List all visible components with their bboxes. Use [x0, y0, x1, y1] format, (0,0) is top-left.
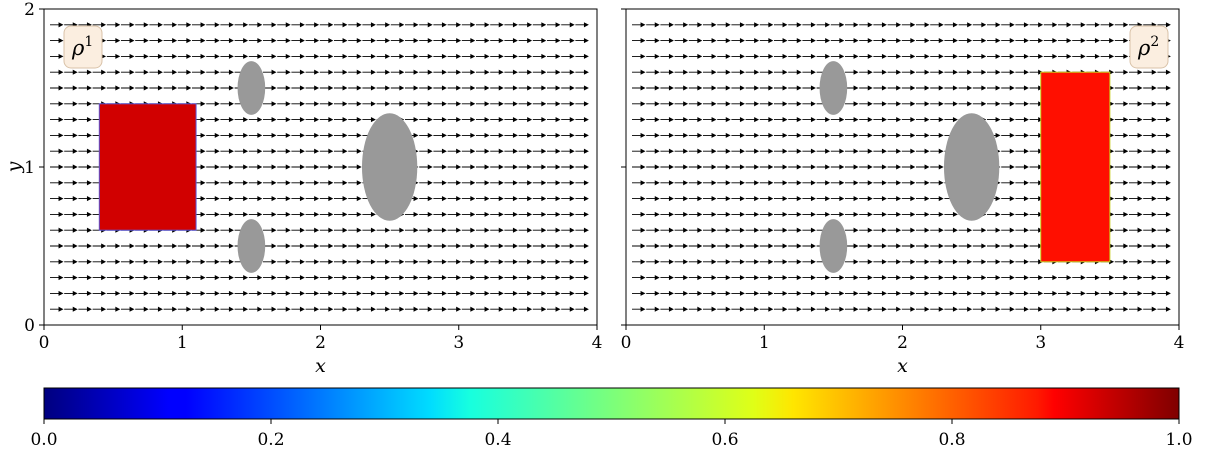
x-tick-label: 2: [897, 333, 908, 353]
x-axis-label: x: [315, 355, 326, 377]
x-tick-label: 4: [592, 333, 603, 353]
arrow-row: [632, 275, 1171, 281]
obstacle: [819, 219, 848, 273]
x-tick-label: 1: [177, 333, 188, 353]
arrow-row: [50, 22, 589, 28]
arrow-row: [50, 275, 589, 281]
arrow-row: [50, 290, 589, 296]
arrow-row: [632, 38, 1171, 44]
colorbar-gradient: [43, 387, 1180, 420]
x-tick-label: 3: [1035, 333, 1046, 353]
colorbar-tick-label: 0.8: [938, 430, 965, 450]
y-axis-label: y: [3, 161, 25, 173]
colorbar-tick-label: 0.6: [711, 430, 738, 450]
arrow-row: [632, 53, 1171, 59]
x-tick-label: 0: [621, 333, 632, 353]
colorbar-tick-label: 0.0: [30, 430, 57, 450]
colorbar: 0.0 0.2 0.4 0.6 0.8 1.0: [30, 387, 1193, 450]
label-text: ρ2: [1137, 34, 1159, 60]
arrow-row: [50, 243, 589, 249]
arrow-row: [632, 22, 1171, 28]
obstacle: [237, 61, 266, 115]
label-text: ρ1: [71, 34, 93, 60]
density-region: [98, 103, 197, 231]
arrow-row: [50, 53, 589, 59]
x-tick-label: 0: [39, 333, 50, 353]
x-tick-label: 2: [315, 333, 326, 353]
arrow-row: [50, 259, 589, 265]
panel-2: 0 1 2 3 4 x ρ2: [621, 8, 1185, 377]
colorbar-tick-label: 0.2: [257, 430, 284, 450]
obstacle: [237, 219, 266, 273]
x-axis-label: x: [897, 355, 908, 377]
label-box: [63, 25, 103, 69]
label-box: [1129, 25, 1169, 69]
x-tick-label: 3: [453, 333, 464, 353]
y-tick-label: 0: [24, 316, 35, 336]
density-region: [1040, 71, 1111, 263]
arrow-row: [632, 290, 1171, 296]
colorbar-tick-label: 0.4: [484, 430, 511, 450]
arrow-row: [50, 306, 589, 312]
x-tick-label: 4: [1174, 333, 1185, 353]
arrow-row: [50, 38, 589, 44]
arrow-row: [632, 306, 1171, 312]
panel-label-1: ρ1: [63, 25, 103, 69]
colorbar-tick-label: 1.0: [1165, 430, 1192, 450]
obstacle: [819, 61, 848, 115]
arrow-row: [632, 259, 1171, 265]
obstacle: [943, 113, 1000, 221]
y-tick-label: 2: [24, 0, 35, 20]
x-tick-label: 1: [759, 333, 770, 353]
y-tick-label: 1: [24, 158, 35, 178]
obstacle: [361, 113, 418, 221]
arrow-row: [50, 69, 589, 75]
panel-label-2: ρ2: [1129, 25, 1169, 69]
arrow-row: [50, 85, 589, 91]
